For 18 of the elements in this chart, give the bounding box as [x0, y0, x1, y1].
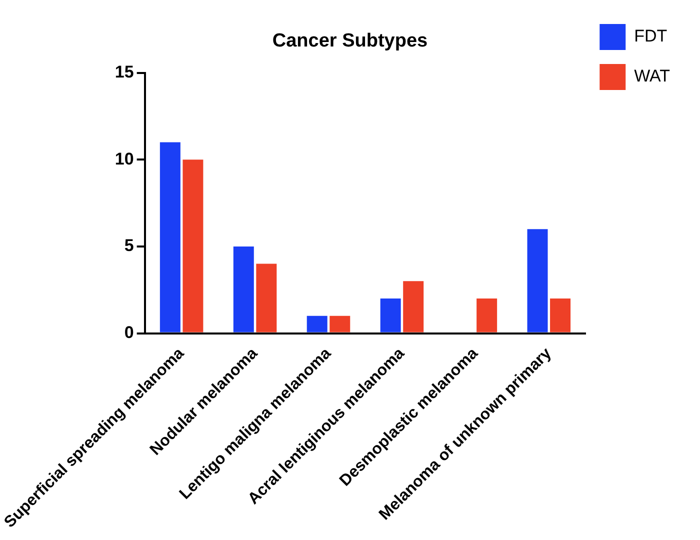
- y-tick-label: 10: [114, 149, 134, 168]
- bar: [233, 246, 254, 332]
- chart-title: Cancer Subtypes: [272, 30, 428, 52]
- bar: [306, 316, 328, 332]
- legend-label: FDT: [634, 26, 668, 46]
- bar: [403, 281, 424, 332]
- bar: [160, 142, 180, 332]
- bar: [330, 316, 350, 332]
- bar: [476, 298, 498, 332]
- y-tick-label: 15: [114, 62, 134, 82]
- legend-label: WAT: [634, 66, 670, 86]
- bar: [182, 160, 204, 332]
- bar: [527, 229, 548, 332]
- bar: [380, 298, 401, 332]
- bar: [256, 264, 277, 332]
- bar: [550, 298, 571, 332]
- y-tick-label: 0: [124, 322, 134, 342]
- y-tick-label: 5: [124, 236, 134, 256]
